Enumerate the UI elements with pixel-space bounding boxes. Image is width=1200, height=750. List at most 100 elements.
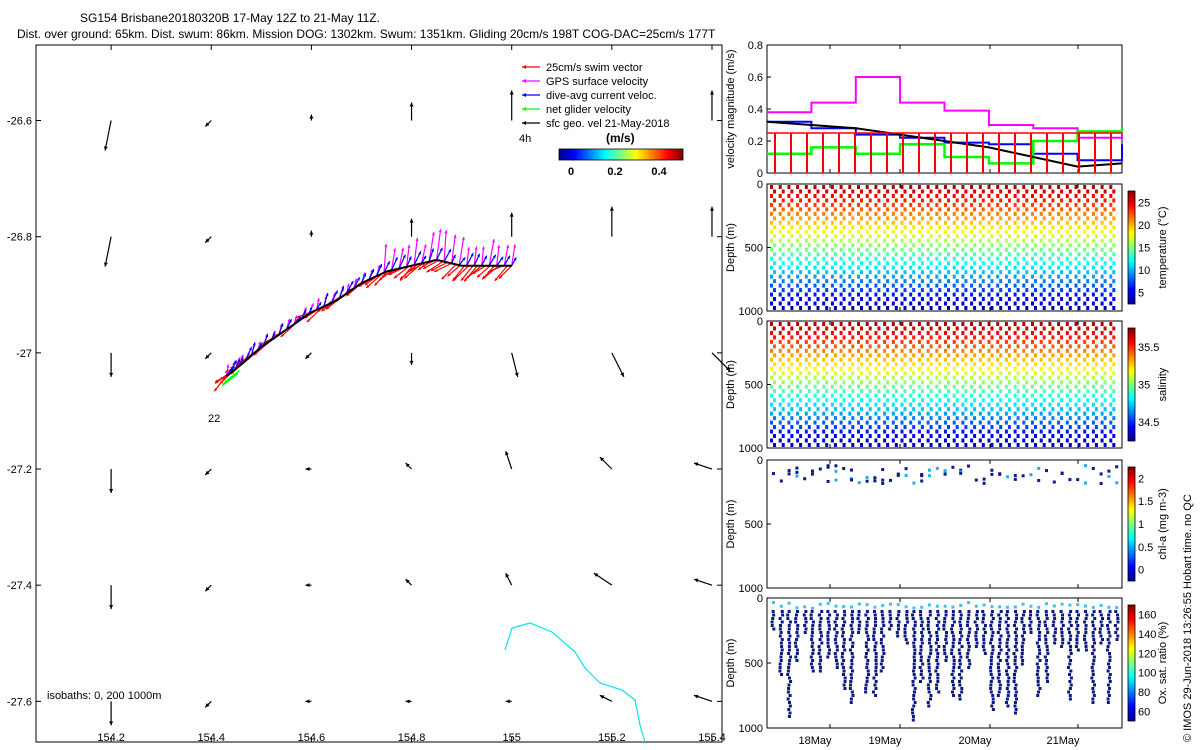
- profile-sample: [1091, 274, 1095, 279]
- panel-ytick-label: 500: [745, 380, 763, 392]
- profile-sample: [917, 265, 921, 270]
- profile-sample: [839, 220, 843, 225]
- oxygen-point: [1013, 659, 1017, 662]
- oxygen-point: [1091, 634, 1095, 638]
- oxygen-point: [1090, 676, 1094, 680]
- profile-sample: [877, 306, 881, 310]
- profile-sample: [1034, 362, 1037, 367]
- profile-sample: [1016, 335, 1020, 340]
- profile-sample: [848, 322, 852, 326]
- oxygen-point: [942, 648, 946, 652]
- profile-sample: [987, 375, 991, 380]
- oxygen-point: [929, 645, 933, 648]
- profile-sample: [874, 420, 878, 425]
- profile-sample: [900, 185, 904, 189]
- oxygen-point: [828, 613, 832, 617]
- profile-sample: [770, 339, 773, 344]
- profile-sample: [1077, 416, 1081, 421]
- oxygen-point: [1091, 673, 1095, 676]
- profile-sample: [1112, 207, 1116, 212]
- profile-sample: [944, 274, 947, 279]
- profile-sample: [961, 283, 965, 288]
- profile-sample: [909, 402, 913, 407]
- profile-sample: [964, 416, 968, 421]
- profile-sample: [796, 339, 800, 344]
- oxygen-point: [913, 659, 917, 662]
- profile-sample: [1051, 371, 1055, 376]
- oxygen-point: [880, 613, 884, 617]
- oxygen-point: [921, 634, 925, 638]
- profile-sample: [961, 274, 965, 279]
- profile-sample: [990, 207, 994, 212]
- oxygen-point: [850, 620, 854, 624]
- chla-point: [1084, 464, 1087, 468]
- oxygen-point: [989, 680, 993, 683]
- profile-sample: [822, 247, 826, 252]
- oxygen-point: [1075, 627, 1079, 631]
- profile-sample: [1031, 322, 1034, 326]
- profile-sample: [1022, 274, 1026, 279]
- oxygen-point: [818, 624, 822, 627]
- profile-sample: [868, 335, 872, 340]
- profile-sample: [868, 252, 872, 257]
- profile-sample: [886, 306, 890, 310]
- profile-sample: [970, 274, 974, 279]
- profile-sample: [883, 202, 887, 207]
- profile-sample: [865, 193, 869, 198]
- profile-sample: [877, 234, 881, 239]
- gps-vector-head: [407, 244, 411, 248]
- profile-sample: [909, 366, 913, 371]
- profile-sample: [1057, 366, 1061, 371]
- oxygen-point: [1100, 638, 1104, 641]
- profile-sample: [1022, 322, 1026, 326]
- velocity-lines: [766, 76, 1124, 173]
- profile-sample: [1004, 211, 1008, 216]
- oxygen-point: [835, 659, 839, 662]
- oxygen-point: [1006, 680, 1010, 683]
- oxygen-point: [818, 602, 822, 606]
- profile-sample: [839, 256, 843, 261]
- profile-sample: [1016, 225, 1020, 230]
- profile-sample: [839, 339, 843, 344]
- profile-sample: [955, 234, 959, 239]
- oxygen-point: [928, 613, 932, 617]
- profile-sample: [787, 348, 791, 353]
- swim-vector: [426, 260, 444, 273]
- profile-sample: [909, 229, 913, 234]
- oxygen-point: [990, 634, 994, 638]
- oxygen-point: [1012, 624, 1016, 627]
- profile-sample: [973, 216, 977, 221]
- profile-sample: [1007, 344, 1011, 349]
- profile-sample: [981, 252, 985, 257]
- profile-sample: [917, 402, 921, 407]
- oxygen-point: [1106, 638, 1110, 641]
- oxygen-point: [990, 627, 994, 631]
- oxygen-point: [1108, 673, 1112, 676]
- chla-point: [951, 465, 955, 469]
- chla-point: [967, 464, 970, 468]
- profile-sample: [778, 402, 782, 407]
- oxygen-point: [850, 676, 854, 680]
- profile-sample: [877, 297, 881, 302]
- profile-sample: [773, 306, 776, 310]
- profile-sample: [886, 335, 890, 340]
- profile-sample: [833, 362, 837, 367]
- profile-sample: [1086, 416, 1090, 421]
- swim-vector: [452, 265, 470, 282]
- oxygen-point: [1066, 666, 1070, 669]
- profile-sample: [926, 193, 930, 198]
- profile-sample: [912, 261, 916, 266]
- profile-sample: [842, 434, 846, 439]
- gps-vector-head: [401, 247, 405, 252]
- profile-sample: [822, 438, 826, 443]
- profile-sample: [1034, 416, 1037, 421]
- profile-sample: [1065, 220, 1069, 225]
- profile-sample: [909, 429, 913, 434]
- profile-sample: [1112, 353, 1116, 358]
- colorbar-tick-label: 10: [1138, 265, 1150, 277]
- profile-sample: [787, 322, 791, 326]
- oxygen-point: [998, 683, 1002, 687]
- profile-sample: [770, 202, 773, 207]
- profile-sample: [1112, 389, 1116, 394]
- dac-vector-head: [363, 273, 367, 277]
